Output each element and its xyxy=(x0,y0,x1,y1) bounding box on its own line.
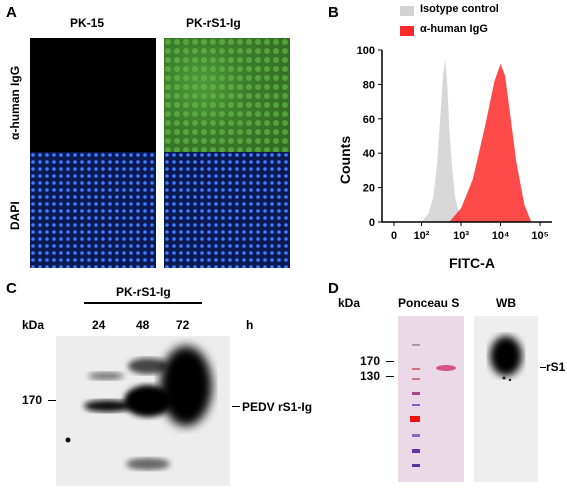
x-tick-label: 10⁴ xyxy=(492,230,510,242)
legend-label-isotype: Isotype control xyxy=(420,3,499,15)
kda-label-d: kDa xyxy=(338,296,361,310)
blue-nuclei-texture xyxy=(30,152,156,268)
lane-label-48: 48 xyxy=(136,318,150,332)
marker-tick-c xyxy=(48,400,56,401)
y-tick-label: 40 xyxy=(363,148,375,160)
histogram-area-isotype xyxy=(421,58,465,222)
panel-a-letter: A xyxy=(6,4,17,21)
ponceau-membrane xyxy=(398,316,464,482)
western-blot-c xyxy=(56,336,230,486)
micrograph-pkrs1-igg xyxy=(164,38,290,154)
micrograph-pk15-igg xyxy=(30,38,156,154)
y-tick-label: 0 xyxy=(369,217,375,229)
y-tick-label: 80 xyxy=(363,79,375,91)
group-label: PK-rS1-Ig xyxy=(116,285,171,299)
green-cells-texture xyxy=(164,38,290,154)
panel-c-letter: C xyxy=(6,280,17,297)
x-tick-label: 10³ xyxy=(453,230,469,242)
row-label-dapi: DAPI xyxy=(8,201,22,230)
y-axis-label: Counts xyxy=(337,136,353,184)
y-tick-label: 60 xyxy=(363,114,375,126)
band-tick-d xyxy=(540,367,546,368)
col-label-pk15: PK-15 xyxy=(70,16,105,30)
blue-nuclei-texture xyxy=(164,152,290,268)
x-tick-label: 10⁵ xyxy=(531,230,548,242)
blot-bands-c xyxy=(65,346,212,470)
band-label-c: PEDV rS1-Ig xyxy=(242,400,313,414)
stain-label-wb: WB xyxy=(496,296,516,310)
stain-label-ponceau: Ponceau S xyxy=(398,296,460,310)
marker-170-d: 170 xyxy=(360,354,381,368)
flow-histogram-chart: 0 20 40 60 80 100 0 10² 10³ 10⁴ 10⁵ Counts FITC-A xyxy=(337,45,552,271)
micrograph-pk15-dapi xyxy=(30,152,156,268)
unit-h-label: h xyxy=(246,318,254,332)
marker-tick-170-d xyxy=(386,361,394,362)
x-tick-label: 10² xyxy=(414,230,430,242)
marker-tick-130-d xyxy=(386,376,394,377)
legend-label-ahuman: α-human IgG xyxy=(420,23,488,35)
panel-b-letter: B xyxy=(328,4,339,21)
row-label-ahuman-igg: α-human IgG xyxy=(8,65,22,140)
group-bar xyxy=(84,302,202,304)
wb-bands xyxy=(490,336,522,382)
histogram-area-ahuman xyxy=(449,63,532,222)
legend-swatch-ahuman xyxy=(400,26,414,36)
wb-membrane xyxy=(474,316,538,482)
kda-label-c: kDa xyxy=(22,318,45,332)
marker-130-d: 130 xyxy=(360,369,381,383)
col-label-pkrs1: PK-rS1-Ig xyxy=(186,16,241,30)
x-axis-label: FITC-A xyxy=(449,255,495,271)
y-tick-label: 100 xyxy=(357,45,375,57)
y-tick-label: 20 xyxy=(363,183,375,195)
ponceau-bands xyxy=(410,344,456,467)
band-label-d: rS1 xyxy=(546,360,566,374)
band-tick-c xyxy=(232,406,240,407)
micrograph-pkrs1-dapi xyxy=(164,152,290,268)
panel-d-letter: D xyxy=(328,280,339,297)
lane-label-72: 72 xyxy=(176,318,190,332)
x-tick-label: 0 xyxy=(391,230,397,242)
lane-label-24: 24 xyxy=(92,318,106,332)
marker-170-c: 170 xyxy=(22,393,43,407)
legend-swatch-isotype xyxy=(400,6,414,16)
